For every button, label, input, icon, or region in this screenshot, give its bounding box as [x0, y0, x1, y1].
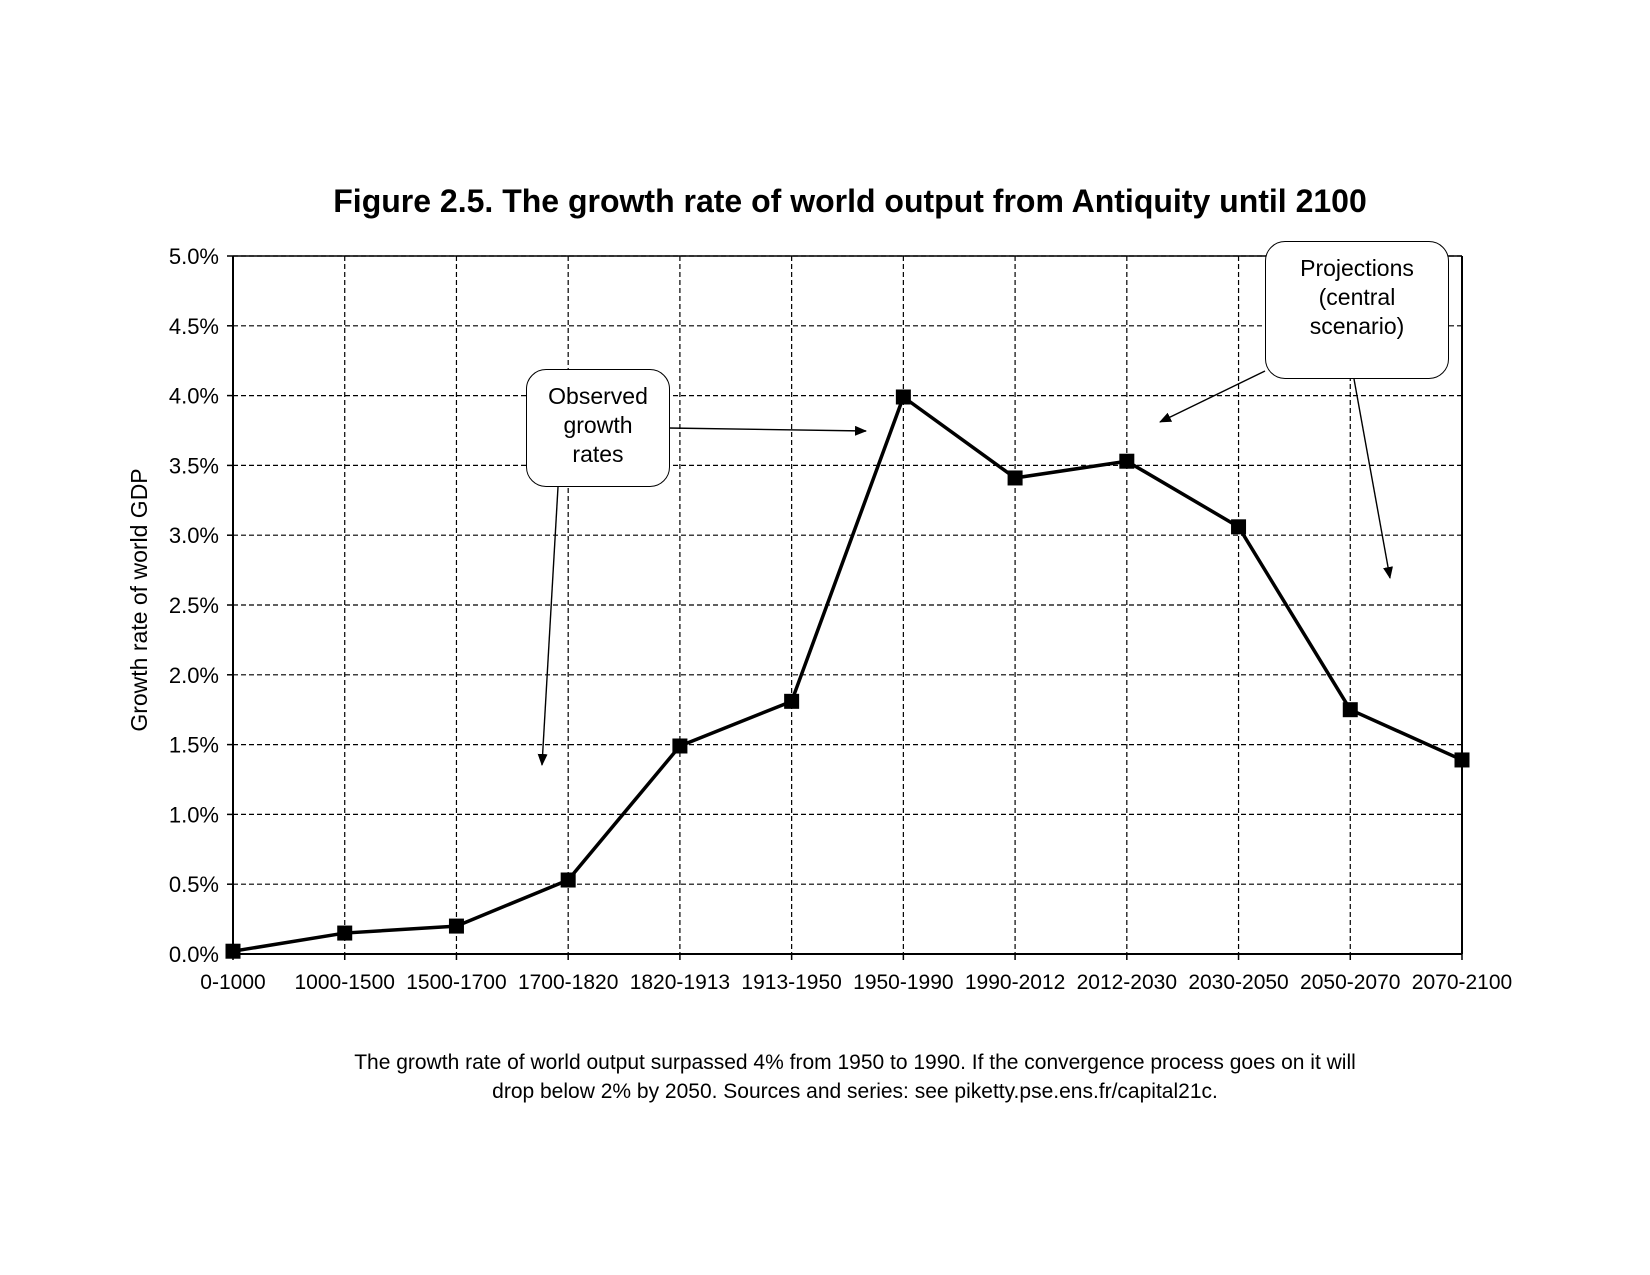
callout-projections-line: (central	[1318, 284, 1396, 310]
x-tick-label: 1500-1700	[406, 971, 506, 994]
data-point	[1454, 752, 1470, 768]
data-point	[1007, 470, 1023, 486]
data-point	[225, 943, 241, 959]
projections-arrow-down	[1353, 378, 1393, 579]
data-point	[337, 925, 353, 941]
x-tick-label: 1950-1990	[853, 971, 953, 994]
callout-projections: Projections (central scenario)	[1265, 241, 1449, 379]
data-series	[225, 389, 1470, 959]
y-tick-labels: 0.0% 0.5% 1.0% 1.5% 2.0% 2.5% 3.0% 3.5% 4.0% 4.5%…	[169, 244, 219, 967]
y-tick-label: 4.0%	[169, 384, 219, 409]
axes	[227, 255, 1463, 960]
chart-title: Figure 2.5. The growth rate of world out…	[333, 183, 1367, 219]
y-tick-label: 3.0%	[169, 523, 219, 548]
projections-arrow-left	[1159, 370, 1266, 423]
y-tick-label: 0.0%	[169, 942, 219, 967]
y-tick-label: 4.5%	[169, 314, 219, 339]
callout-observed-line: Observed	[548, 383, 648, 409]
observed-arrow-down	[537, 486, 559, 766]
data-point	[784, 693, 800, 709]
x-tick-label: 1990-2012	[965, 971, 1065, 994]
x-tick-label: 1000-1500	[295, 971, 395, 994]
data-point	[560, 872, 576, 888]
x-tick-label: 2070-2100	[1412, 971, 1512, 994]
data-point	[672, 738, 688, 754]
data-point	[448, 918, 464, 934]
x-tick-label: 2050-2070	[1300, 971, 1400, 994]
observed-arrow-right	[667, 425, 867, 436]
y-tick-label: 2.5%	[169, 593, 219, 618]
data-point	[1119, 453, 1135, 469]
x-tick-label: 0-1000	[200, 971, 265, 994]
series-line	[232, 395, 1463, 953]
caption-line-1: The growth rate of world output surpasse…	[354, 1051, 1356, 1074]
y-tick-label: 1.5%	[169, 733, 219, 758]
callout-observed-growth-rates: Observed growth rates	[526, 369, 670, 487]
y-tick-label: 0.5%	[169, 872, 219, 897]
caption-line-2: drop below 2% by 2050. Sources and serie…	[492, 1080, 1218, 1103]
x-tick-label: 1820-1913	[630, 971, 730, 994]
x-tick-label: 2030-2050	[1188, 971, 1288, 994]
callout-projections-line: scenario)	[1309, 313, 1405, 339]
annotation-arrows	[537, 370, 1393, 766]
y-tick-label: 5.0%	[169, 244, 219, 269]
data-point	[895, 389, 911, 405]
callout-observed-line: rates	[572, 441, 624, 467]
y-axis-label: Growth rate of world GDP	[126, 468, 152, 731]
x-tick-label: 2012-2030	[1077, 971, 1177, 994]
y-tick-label: 2.0%	[169, 663, 219, 688]
x-tick-label: 1913-1950	[741, 971, 841, 994]
y-tick-label: 1.0%	[169, 802, 219, 827]
callout-observed-line: growth	[563, 412, 633, 438]
x-tick-label: 1700-1820	[518, 971, 618, 994]
callout-projections-line: Projections	[1300, 255, 1414, 281]
figure-caption: The growth rate of world output surpasse…	[275, 1048, 1435, 1106]
data-point	[1342, 702, 1358, 718]
y-tick-label: 3.5%	[169, 453, 219, 478]
data-point	[1231, 519, 1247, 535]
x-tick-labels: 0-1000 1000-1500 1500-1700 1700-1820 1820-19…	[200, 971, 1512, 994]
